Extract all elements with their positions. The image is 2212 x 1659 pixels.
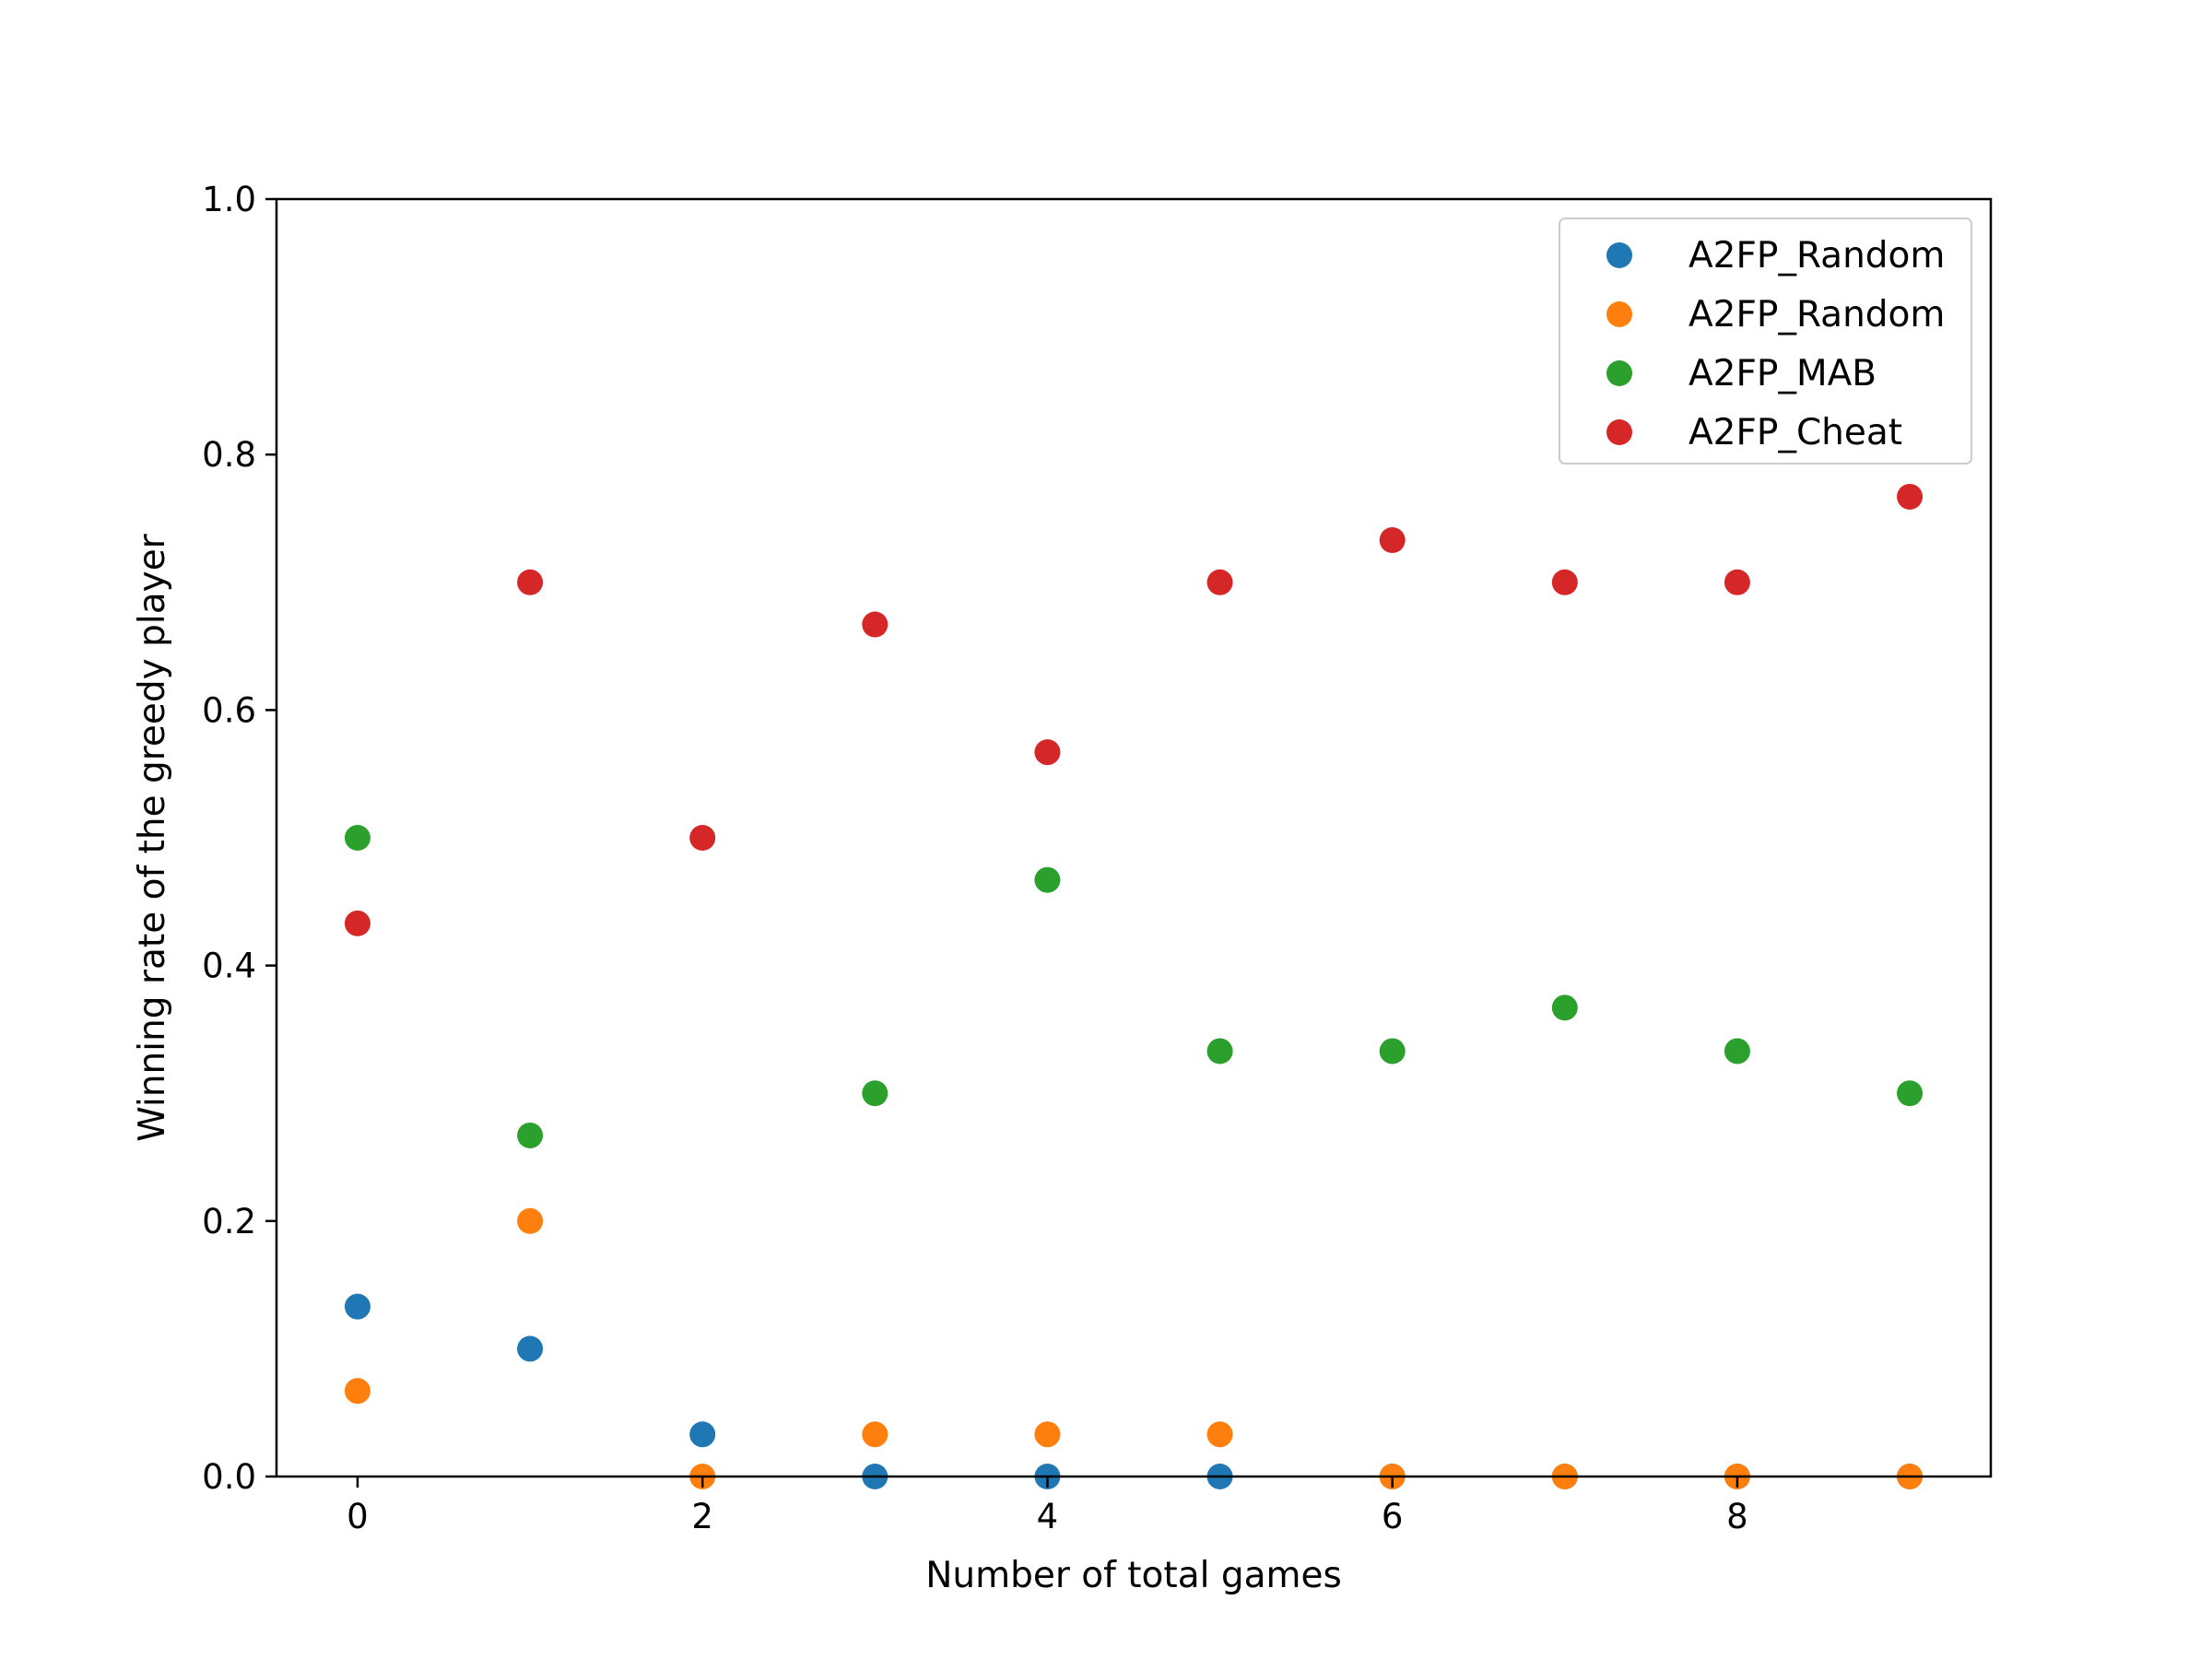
legend-marker-2	[1606, 301, 1632, 327]
x-axis-ticks: 0 2 4 6 8	[347, 1477, 1748, 1536]
point-series-4-x6	[1379, 527, 1406, 554]
legend-label-2: A2FP_Random	[1688, 294, 1945, 335]
point-series-4-x7	[1551, 569, 1578, 595]
legend-label-1: A2FP_Random	[1688, 235, 1945, 276]
y-tick-label: 0.8	[202, 435, 256, 475]
point-series-4-x0	[344, 910, 371, 936]
point-series-2-x4	[1034, 1421, 1061, 1448]
point-series-2-x5	[1206, 1421, 1233, 1448]
point-series-4-x8	[1724, 569, 1750, 595]
point-series-1-x2	[689, 1421, 716, 1448]
legend-label-4: A2FP_Cheat	[1688, 412, 1902, 453]
legend-box	[1559, 218, 1972, 465]
point-series-4-x1	[517, 569, 544, 595]
legend-marker-3	[1606, 360, 1632, 386]
legend-marker-1	[1606, 242, 1632, 268]
x-tick-label: 2	[691, 1497, 713, 1536]
point-series-4-x3	[862, 611, 888, 638]
point-series-3-x4	[1034, 866, 1061, 893]
point-series-3-x8	[1724, 1038, 1750, 1065]
point-series-4-x5	[1206, 569, 1233, 595]
point-series-3-x6	[1379, 1038, 1406, 1065]
point-series-2-x3	[862, 1421, 888, 1448]
legend-marker-4	[1606, 419, 1632, 445]
y-tick-label: 0.4	[202, 947, 256, 986]
point-series-3-x0	[344, 825, 371, 851]
y-axis-ticks: 0.0 0.2 0.4 0.6 0.8 1.0	[202, 180, 276, 1497]
point-series-3-x7	[1551, 994, 1578, 1021]
point-series-4-x2	[689, 825, 716, 851]
x-tick-label: 0	[347, 1497, 369, 1536]
data-points	[344, 483, 1924, 1489]
point-series-2-x1	[517, 1207, 544, 1234]
point-series-3-x3	[862, 1080, 888, 1107]
point-series-3-x9	[1897, 1080, 1924, 1107]
point-series-2-x0	[344, 1378, 371, 1405]
y-tick-label: 0.6	[202, 690, 256, 730]
point-series-1-x1	[517, 1335, 544, 1362]
y-tick-label: 0.2	[202, 1202, 256, 1241]
legend-label-3: A2FP_MAB	[1688, 353, 1877, 394]
x-axis-label: Number of total games	[925, 1555, 1342, 1596]
x-tick-label: 4	[1037, 1497, 1059, 1536]
x-tick-label: 6	[1382, 1497, 1404, 1536]
point-series-3-x5	[1206, 1038, 1233, 1065]
point-series-3-x1	[517, 1122, 544, 1148]
point-series-4-x4	[1034, 739, 1061, 766]
legend: A2FP_Random A2FP_Random A2FP_MAB A2FP_Cheat	[1559, 218, 1972, 465]
y-axis-label: Winning rate of the greedy player	[132, 533, 173, 1141]
plot-frame	[275, 197, 1993, 1478]
x-tick-label: 8	[1726, 1497, 1748, 1536]
point-series-4-x9	[1897, 483, 1924, 510]
y-tick-label: 0.0	[202, 1457, 256, 1497]
point-series-1-x0	[344, 1293, 371, 1320]
y-tick-label: 1.0	[202, 180, 256, 219]
